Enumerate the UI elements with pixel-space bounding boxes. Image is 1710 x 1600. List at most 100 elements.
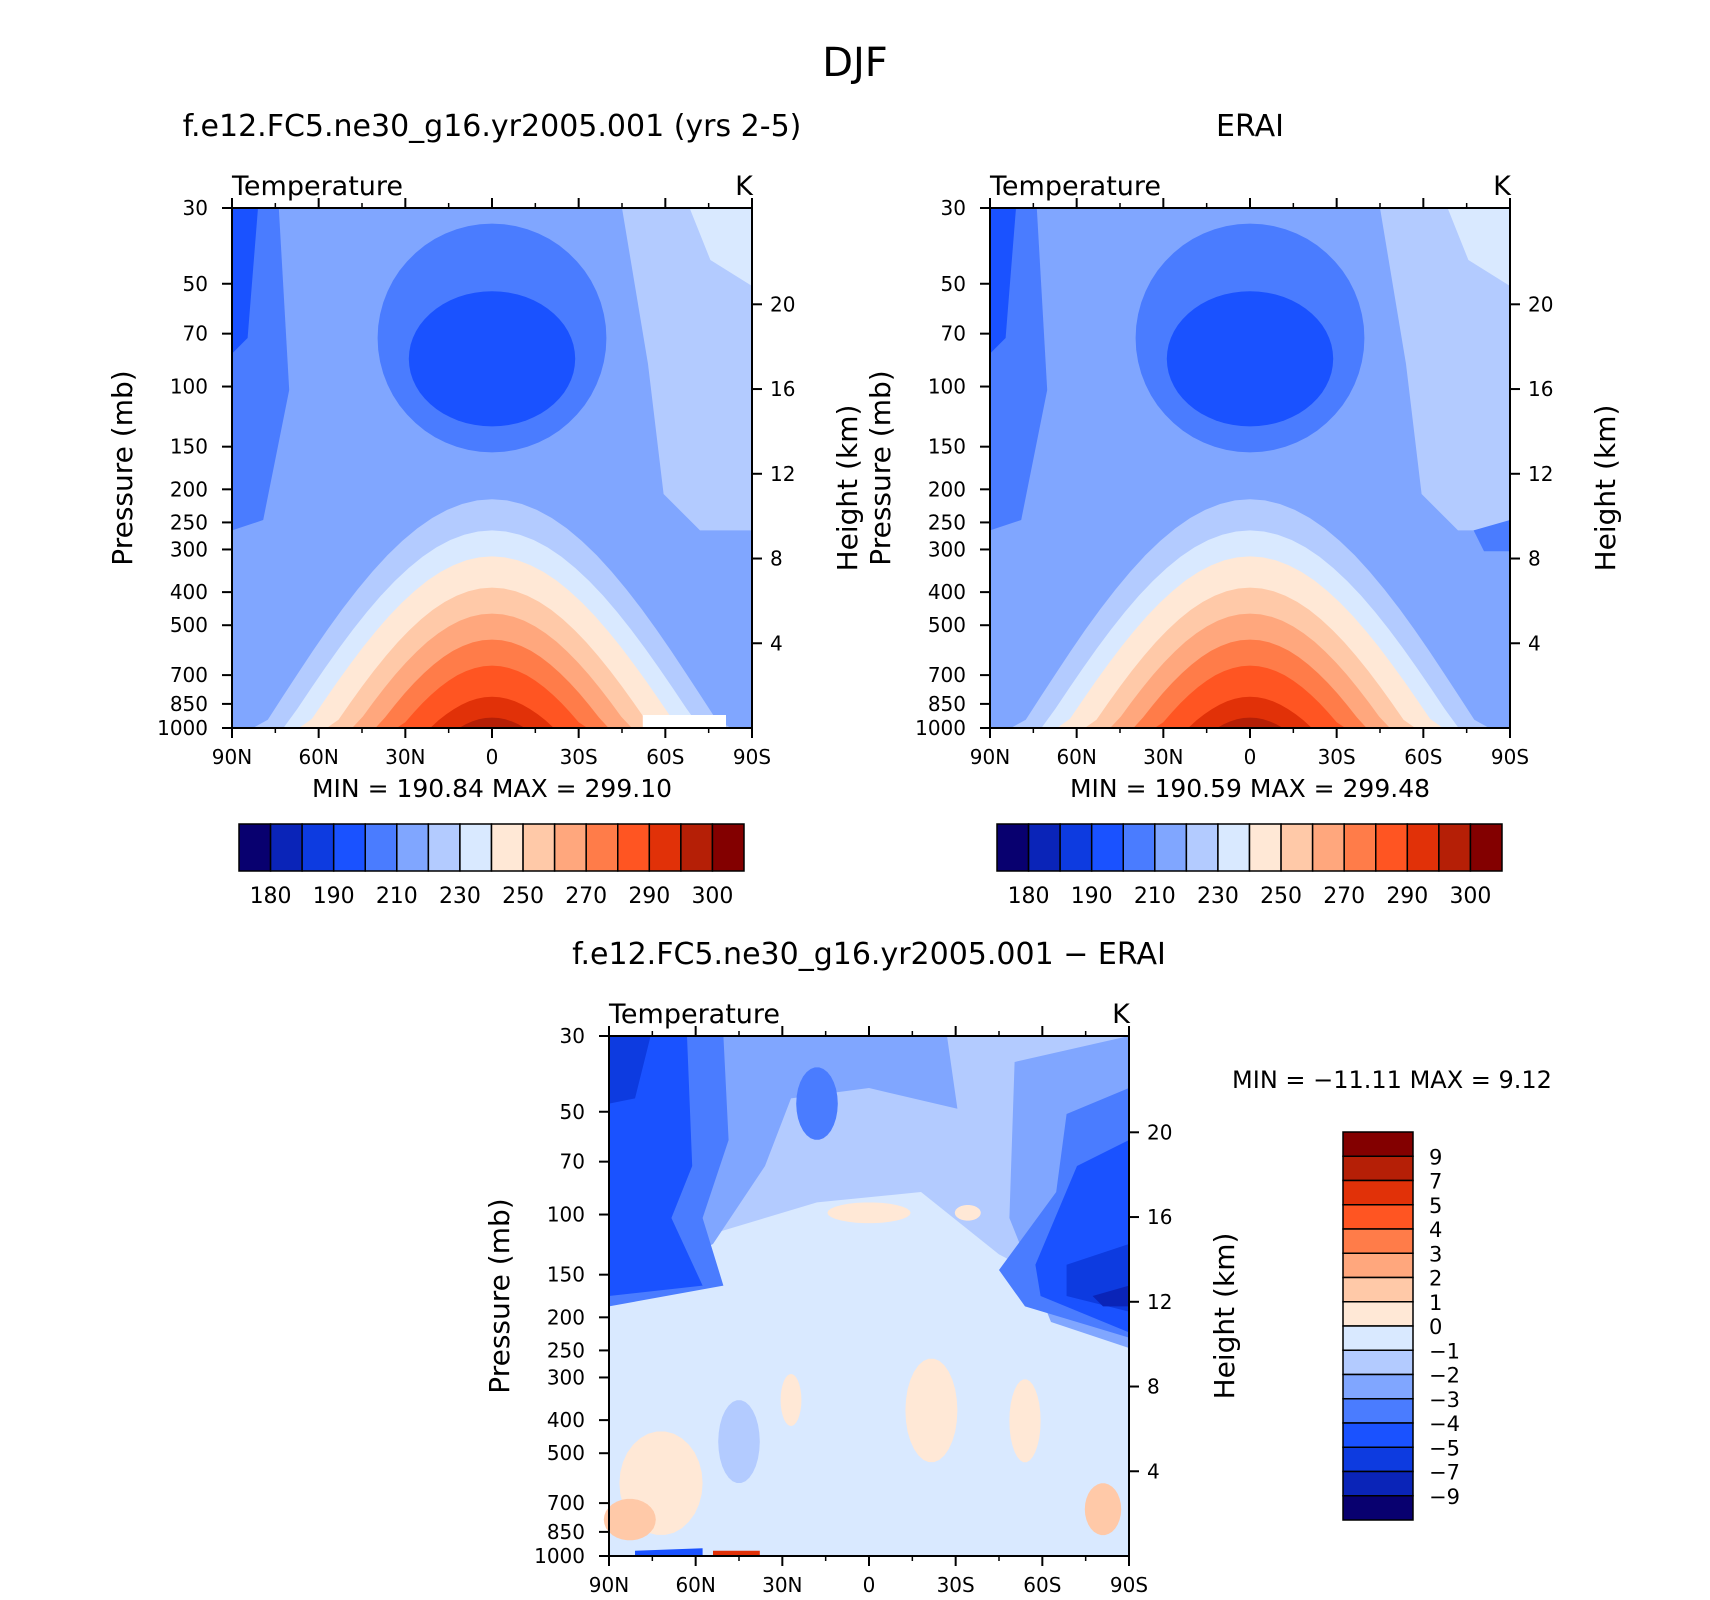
diff-band-m2-low [718,1400,760,1483]
colorbar-swatch [1154,823,1188,872]
x-tick-label: 90S [733,745,771,769]
colorbar-swatch [301,823,335,872]
y-tick-label: 700 [928,663,966,687]
colorbar-swatch [1090,823,1124,872]
y-right-tick-label: 16 [770,377,795,401]
panel-title: ERAI [1216,109,1284,144]
colorbar-swatch [1342,1398,1414,1424]
units-label: K [1493,171,1512,202]
colorbar-label: −3 [1429,1388,1460,1412]
y-tick-label: 1000 [534,1544,585,1568]
colorbar-swatch [1342,1495,1414,1521]
colorbar-swatch [522,823,556,872]
panel-title: f.e12.FC5.ne30_g16.yr2005.001 − ERAI [572,937,1166,972]
diff-band-p0-small [780,1374,802,1426]
colorbar-label: 210 [1134,884,1176,909]
contour-band-190-left [232,208,258,354]
colorbar-swatch [1406,823,1440,872]
x-tick-label: 30S [937,1573,975,1597]
y-right-tick-label: 12 [1147,1290,1172,1314]
y-tick-label: 300 [170,537,208,561]
colorbar-label: −1 [1429,1339,1460,1363]
y-tick-label: 400 [928,580,966,604]
colorbar-swatch [364,823,398,872]
y-tick-label: 700 [170,663,208,687]
x-tick-label: 60S [646,745,684,769]
units-label: K [1112,999,1131,1030]
colorbar-label: 190 [1071,884,1113,909]
figure-title: DJF [822,40,888,86]
min-max-stats: MIN = −11.11 MAX = 9.12 [1232,1066,1552,1094]
colorbar-label: −7 [1429,1461,1460,1485]
x-tick-label: 0 [863,1573,876,1597]
y-tick-label: 150 [928,435,966,459]
colorbar-label: −9 [1429,1485,1460,1509]
x-tick-label: 90N [970,745,1010,769]
colorbar-swatch [1248,823,1282,872]
colorbar-label: 2 [1429,1267,1442,1291]
y-tick-label: 70 [941,322,966,346]
colorbar-label: 290 [628,884,670,909]
y-tick-label: 50 [941,272,966,296]
colorbar-label: 3 [1429,1242,1442,1266]
colorbar-swatch [427,823,461,872]
y-axis-label: Pressure (mb) [483,1198,516,1393]
y-tick-label: 300 [547,1365,585,1389]
colorbar-swatch [1375,823,1409,872]
colorbar-swatch [1342,1204,1414,1230]
missing-data-patch [642,715,726,728]
contour-field [990,208,1510,728]
y-tick-label: 500 [928,613,966,637]
y-tick-label: 150 [170,435,208,459]
colorbar-label: 180 [1008,884,1050,909]
contour-band-190-tropopause [1166,291,1334,427]
contour-band-210-south [1473,520,1510,552]
y-axis-label: Pressure (mb) [864,370,897,565]
y-axis-label: Pressure (mb) [106,370,139,565]
colorbar-swatch [1342,1325,1414,1351]
colorbar-swatch [332,823,366,872]
x-tick-label: 30N [385,745,425,769]
y-right-tick-label: 4 [770,631,783,655]
colorbar-label: 4 [1429,1218,1442,1242]
colorbar-label: 180 [250,884,292,909]
panel-0: f.e12.FC5.ne30_g16.yr2005.001 (yrs 2-5) T… [106,109,864,769]
diff-band-p0-mid [905,1358,958,1463]
colorbar-label: 0 [1429,1315,1442,1339]
y-tick-label: 500 [547,1441,585,1465]
colorbar-label: −5 [1429,1436,1460,1460]
colorbar-swatch [648,823,682,872]
y-right-tick-label: 8 [1147,1375,1160,1399]
colorbar-swatch [396,823,430,872]
diff-band-sfc-cold [635,1548,703,1556]
colorbar-label: 270 [565,884,607,909]
diff-band-m7-left [609,1036,651,1104]
colorbar-swatch [1342,1349,1414,1376]
diff-band-p1-left [603,1498,656,1541]
colorbar-swatch [1342,1228,1414,1254]
colorbar-label: 250 [502,884,544,909]
colorbar-swatch [1342,1155,1414,1182]
y-right-tick-label: 20 [1147,1120,1172,1144]
contour-band-220-right [1380,208,1510,531]
variable-label: Temperature [989,171,1161,202]
x-tick-label: 90S [1110,1573,1148,1597]
y-right-tick-label: 8 [770,547,783,571]
y-tick-label: 100 [928,375,966,399]
y-tick-label: 150 [547,1263,585,1287]
y-tick-label: 30 [183,196,208,220]
colorbar-label: 7 [1429,1170,1442,1194]
colorbar-swatch [1342,1422,1414,1448]
colorbar-swatch [585,823,619,872]
y-right-tick-label: 12 [1528,462,1553,486]
colorbar-label: 300 [1449,884,1491,909]
y-right-tick-label: 20 [770,292,795,316]
contour-band-190-tropopause [408,291,576,427]
colorbar-swatch [1342,1131,1414,1157]
colorbar-swatch [1469,823,1503,872]
y-right-tick-label: 20 [1528,292,1553,316]
y-tick-label: 700 [547,1491,585,1515]
colorbar-swatch [1342,1179,1414,1206]
colorbar-swatch [1059,823,1093,872]
y-tick-label: 250 [170,510,208,534]
